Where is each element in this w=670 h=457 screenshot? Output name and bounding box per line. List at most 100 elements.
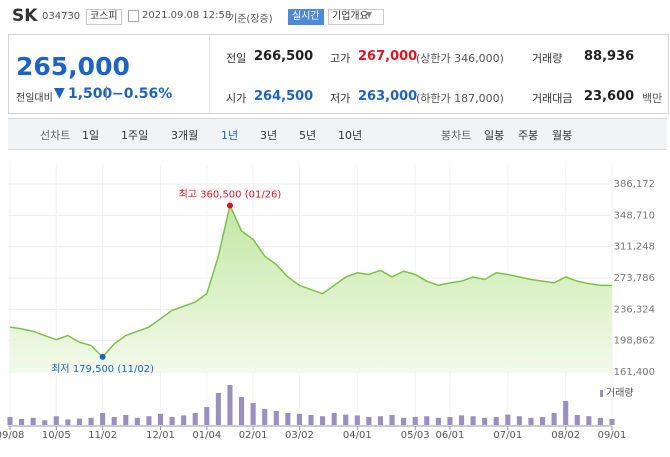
y-tick-label: 386,172 (614, 179, 655, 190)
volume-bar (273, 411, 279, 425)
period-tab[interactable]: 1주일 (121, 129, 149, 142)
tab-bar (8, 118, 667, 150)
y-tick-label: 198,862 (614, 336, 655, 347)
volume-bar (53, 416, 59, 425)
item-label: 시가 (226, 92, 247, 105)
candle-tab[interactable]: 일봉 (484, 129, 505, 142)
item-value: 23,600 (584, 89, 635, 104)
clock-icon (128, 10, 139, 22)
item-value: 267,000 (358, 49, 418, 64)
company-info[interactable]: 기업개요 (328, 9, 384, 25)
volume-bar (238, 397, 245, 425)
volume-bar (88, 417, 94, 425)
volume-bar (42, 420, 48, 425)
item-label: 고가 (330, 52, 351, 65)
volume-bar (493, 417, 499, 425)
period-tab[interactable]: 3개월 (171, 129, 199, 142)
volume-bar (343, 414, 349, 425)
volume-bar (447, 417, 453, 425)
period-tab[interactable]: 10년 (338, 129, 363, 142)
item-value: 266,500 (254, 49, 314, 64)
volume-bar (458, 415, 465, 425)
period-tab[interactable]: 5년 (299, 129, 317, 142)
realtime-badge[interactable]: 실시간 (288, 9, 324, 25)
volume-bar (366, 417, 372, 425)
volume-bar (482, 417, 488, 425)
volume-bar (586, 416, 592, 425)
volume-bar (262, 409, 268, 425)
volume-bar (331, 413, 337, 425)
period-tab[interactable]: 1일 (82, 129, 100, 142)
volume-bar (516, 416, 522, 425)
item-extra: (상한가 346,000) (416, 52, 504, 65)
volume-bar (204, 407, 210, 425)
volume-bar (19, 419, 25, 425)
market-badge: 코스피 (86, 9, 122, 25)
volume-bar (435, 417, 441, 425)
volume-bar (609, 419, 615, 425)
price: 265,000 (16, 52, 130, 81)
volume-bar (412, 417, 418, 425)
divider (209, 35, 210, 113)
item-extra: 백만 (642, 92, 663, 105)
x-tick-label: 09/08 (0, 430, 24, 441)
separator: | (104, 85, 109, 101)
candle-tab[interactable]: 월봉 (552, 129, 573, 142)
stock-name: SK (12, 6, 38, 26)
y-tick-label: 348,710 (614, 210, 655, 221)
volume-bar (192, 413, 198, 425)
volume-bar (285, 413, 291, 425)
volume-legend: 거래량 (606, 387, 634, 399)
y-tick-label: 311,248 (614, 242, 655, 253)
x-tick-label: 07/01 (493, 430, 522, 441)
volume-bar (401, 417, 407, 425)
item-label: 전일 (226, 52, 247, 65)
volume-bar (100, 413, 106, 425)
x-tick-label: 09/01 (598, 430, 627, 441)
volume-bar (470, 416, 476, 425)
volume-bar (76, 418, 83, 425)
item-value: 263,000 (358, 89, 418, 104)
volume-bar (250, 403, 256, 425)
extreme-dot (99, 353, 106, 360)
change-label: 전일대비 (16, 93, 53, 104)
volume-bar (377, 416, 384, 425)
dropdown-arrow: ▼ (366, 10, 373, 19)
volume-bar (597, 417, 603, 425)
change: 1,500 (68, 86, 113, 102)
volume-bar (157, 413, 164, 425)
stock-code: 034730 (42, 11, 81, 22)
volume-bar (123, 415, 129, 425)
period-tab[interactable]: 1년 (221, 129, 239, 142)
candle-tab[interactable]: 주봉 (518, 129, 539, 142)
x-tick-label: 04/01 (343, 430, 372, 441)
tab-label: 선차트 (40, 129, 71, 142)
period-tab[interactable]: 3년 (260, 129, 278, 142)
volume-bar (354, 415, 360, 425)
tab-label: 봉차트 (441, 129, 472, 142)
volume-bar (215, 393, 221, 425)
item-label: 거래량 (532, 52, 563, 65)
item-extra: (하한가 187,000) (416, 92, 504, 105)
volume-bar (528, 417, 534, 425)
volume-bar (30, 417, 36, 425)
volume-bar (169, 417, 175, 425)
y-tick-label: 161,400 (614, 367, 655, 378)
volume-bar (551, 413, 557, 425)
volume-bar (296, 413, 302, 425)
x-tick-label: 12/01 (146, 430, 175, 441)
price-line (9, 203, 612, 358)
volume-bar (574, 415, 580, 425)
annotation: 최저 179,500 (11/02) (51, 363, 154, 375)
volume-bar (539, 417, 546, 425)
y-tick-label: 273,786 (614, 273, 655, 284)
x-tick-label: 01/04 (192, 430, 221, 441)
volume-bar (389, 415, 395, 425)
volume-bar (308, 415, 314, 425)
x-tick-label: 08/02 (551, 430, 580, 441)
y-tick-label: 236,324 (614, 304, 655, 315)
item-label: 거래대금 (532, 92, 573, 105)
volume-bar (424, 416, 430, 425)
x-tick-label: 10/05 (42, 430, 71, 441)
